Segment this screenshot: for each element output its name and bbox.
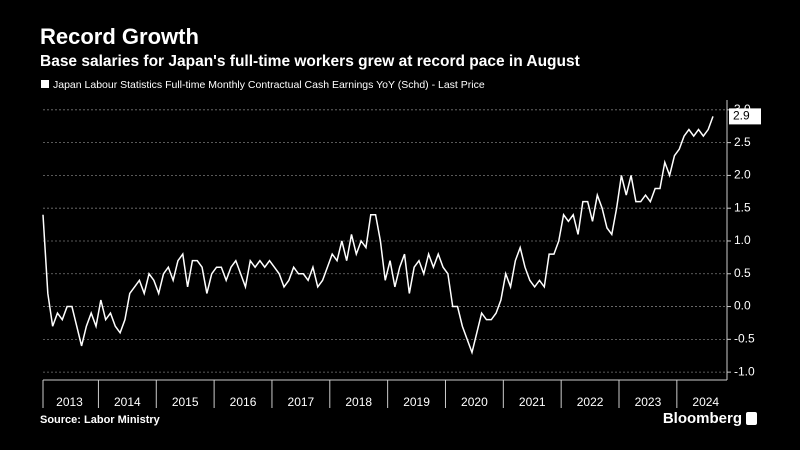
- last-price-box: [729, 108, 761, 125]
- x-tick-label: 2018: [345, 395, 372, 409]
- y-tick-label: 1.5: [734, 200, 751, 214]
- x-tick-label: 2023: [635, 395, 662, 409]
- y-tick-label: 0.0: [734, 299, 751, 313]
- y-tick-label: 2.0: [734, 168, 751, 182]
- x-tick-label: 2019: [403, 395, 430, 409]
- legend-label: Japan Labour Statistics Full-time Monthl…: [53, 79, 485, 91]
- y-tick-label: 1.0: [734, 233, 751, 247]
- y-tick-label: 2.5: [734, 135, 751, 149]
- x-tick-label: 2021: [519, 395, 546, 409]
- line: [42, 116, 714, 356]
- last-price-label: 2.9: [733, 109, 750, 123]
- brand: Bloomberg: [663, 410, 742, 427]
- source: Source: Labor Ministry: [40, 414, 161, 426]
- chart-title: Record Growth: [40, 24, 199, 49]
- x-tick-label: 2024: [692, 395, 719, 409]
- x-tick-label: 2014: [114, 395, 141, 409]
- legend-swatch: [41, 80, 49, 88]
- x-tick-label: 2016: [230, 395, 257, 409]
- y-tick-label: 0.5: [734, 266, 751, 280]
- x-tick-label: 2017: [288, 395, 315, 409]
- x-tick-label: 2022: [577, 395, 604, 409]
- x-tick-label: 2013: [56, 395, 83, 409]
- x-tick-label: 2015: [172, 395, 199, 409]
- brand-icon: [746, 412, 757, 425]
- y-tick-label: -1.0: [734, 364, 755, 378]
- chart-subtitle: Base salaries for Japan's full-time work…: [40, 53, 580, 70]
- x-tick-label: 2020: [461, 395, 488, 409]
- y-tick-label: -0.5: [734, 332, 755, 346]
